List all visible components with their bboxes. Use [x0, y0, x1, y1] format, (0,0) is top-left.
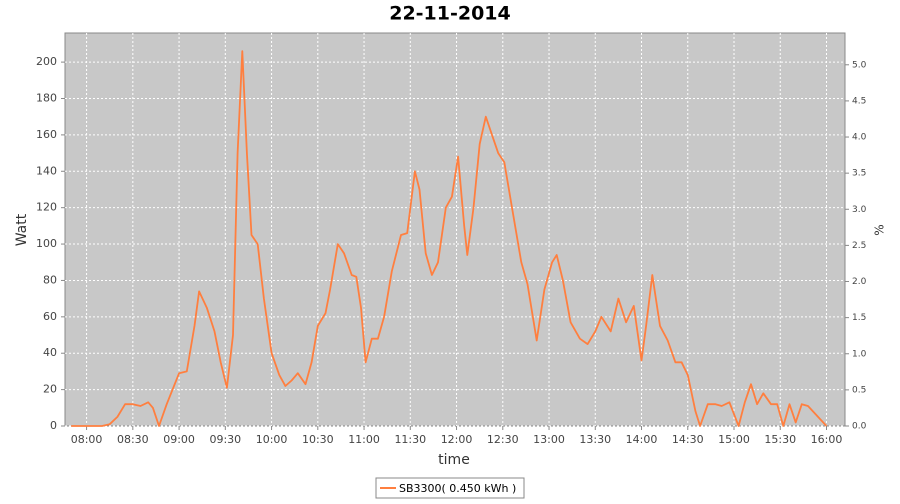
y-tick-label: 180 [36, 92, 57, 105]
y-tick-label: 120 [36, 201, 57, 214]
x-tick-label: 11:00 [348, 433, 380, 446]
data-line [71, 50, 828, 427]
y-tick-label: 60 [43, 310, 57, 323]
x-tick-label: 13:00 [533, 433, 565, 446]
y2-axis-label: % [873, 224, 887, 235]
y-tick-label: 0 [50, 419, 57, 432]
y-axis-label: Watt [14, 213, 30, 246]
y2-tick-label: 2.0 [852, 277, 867, 287]
legend-box [375, 477, 525, 499]
x-tick-label: 13:30 [579, 433, 611, 446]
y2-tick-label: 0.0 [852, 422, 867, 432]
y-tick-label: 160 [36, 128, 57, 141]
legend [375, 477, 525, 499]
x-tick-label: 10:00 [256, 433, 288, 446]
y2-tick-label: 4.0 [852, 133, 867, 143]
x-tick-label: 12:00 [441, 433, 473, 446]
x-tick-label: 08:30 [117, 433, 149, 446]
x-axis-label: time [438, 452, 470, 468]
x-tick-label: 14:30 [672, 433, 704, 446]
y-tick-label: 40 [43, 346, 57, 359]
y2-tick-label: 4.5 [852, 96, 866, 106]
x-tick-label: 15:30 [764, 433, 796, 446]
y2-tick-label: 1.0 [852, 349, 867, 359]
y2-tick-label: 0.5 [852, 385, 866, 395]
plot-area [64, 32, 846, 427]
x-tick-label: 14:00 [626, 433, 658, 446]
y-tick-label: 20 [43, 383, 57, 396]
y2-tick-label: 3.5 [852, 169, 866, 179]
y2-tick-label: 5.0 [852, 60, 867, 70]
x-tick-label: 11:30 [394, 433, 426, 446]
x-tick-label: 08:00 [71, 433, 103, 446]
x-tick-label: 12:30 [487, 433, 519, 446]
legend-label: SB3300( 0.450 kWh ) [399, 482, 516, 495]
y-tick-label: 80 [43, 273, 57, 286]
x-tick-label: 15:00 [718, 433, 750, 446]
y2-tick-label: 2.5 [852, 241, 866, 251]
y-tick-label: 200 [36, 55, 57, 68]
y2-tick-label: 3.0 [852, 205, 867, 215]
x-tick-label: 16:00 [811, 433, 843, 446]
x-tick-label: 09:00 [163, 433, 195, 446]
y-tick-label: 140 [36, 164, 57, 177]
y-tick-label: 100 [36, 237, 57, 250]
x-tick-label: 10:30 [302, 433, 334, 446]
x-tick-label: 09:30 [209, 433, 241, 446]
chart-title: 22-11-2014 [389, 3, 511, 25]
y2-tick-label: 1.5 [852, 313, 866, 323]
